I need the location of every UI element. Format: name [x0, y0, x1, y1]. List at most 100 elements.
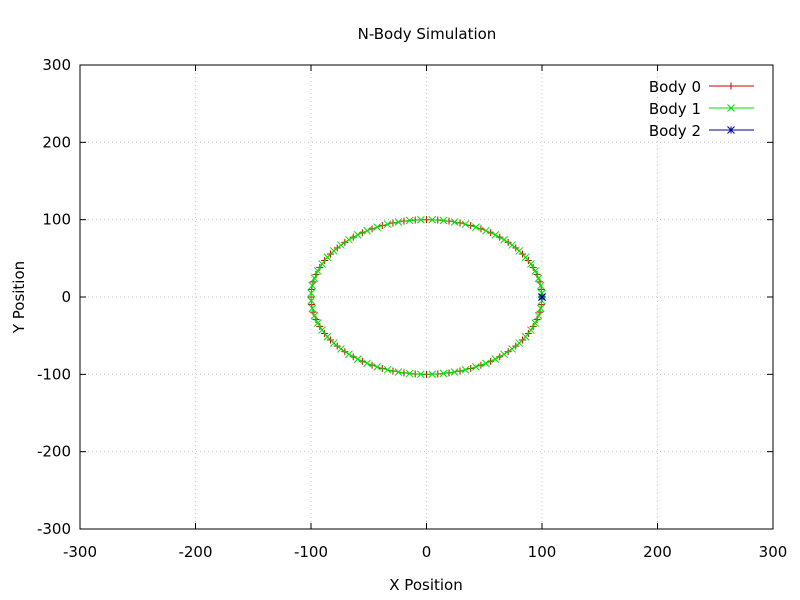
point-body-1 [536, 281, 545, 290]
point-body-1 [536, 304, 545, 313]
point-body-1 [472, 363, 480, 371]
point-body-1 [482, 359, 490, 368]
point-body-1 [308, 281, 317, 290]
point-body-2 [538, 293, 546, 301]
point-body-1 [383, 365, 392, 374]
point-body-1 [329, 247, 338, 255]
legend-marker-symbol-2 [727, 126, 735, 134]
point-body-1 [461, 220, 470, 229]
point-body-1 [383, 220, 392, 229]
point-body-1 [508, 241, 516, 249]
y-tick-label: -200 [37, 443, 71, 461]
point-body-1 [308, 304, 317, 313]
point-body-1 [329, 339, 338, 347]
point-body-1 [353, 355, 362, 363]
legend-item-body-2: Body 2 [649, 122, 754, 140]
point-body-1 [428, 215, 437, 224]
x-tick-labels: -300 -200 -100 0 100 200 300 [63, 543, 787, 561]
point-body-1 [515, 339, 524, 347]
point-body-1 [323, 253, 332, 262]
x-tick-label: 0 [422, 543, 432, 561]
point-body-1 [310, 311, 319, 320]
point-body-1 [310, 274, 319, 283]
point-body-1 [439, 216, 448, 225]
point-body-1 [527, 326, 535, 334]
y-tick-label: -100 [37, 365, 71, 383]
legend-label-body-2: Body 2 [649, 122, 701, 140]
point-body-1 [531, 267, 540, 275]
y-axis-label: Y Position [10, 261, 28, 334]
legend-label-body-1: Body 1 [649, 100, 701, 118]
point-body-1 [450, 368, 459, 376]
point-body-1 [373, 223, 381, 231]
point-body-1 [373, 363, 381, 371]
point-body-1 [394, 368, 403, 376]
point-body-1 [313, 267, 322, 275]
point-body-1 [538, 289, 546, 298]
point-body-1 [538, 296, 546, 305]
point-body-1 [439, 369, 448, 378]
y-tick-label: 200 [42, 133, 71, 151]
legend-item-body-1: Body 1 [649, 100, 754, 118]
point-body-1 [337, 345, 345, 353]
point-body-1 [323, 332, 332, 341]
point-body-1 [318, 260, 326, 268]
point-body-1 [363, 226, 371, 235]
y-tick-labels: -300 -200 -100 0 100 200 300 [37, 56, 71, 538]
x-tick-label: 300 [759, 543, 788, 561]
ticks-layer [79, 64, 774, 530]
point-body-1 [394, 218, 403, 226]
chart-title: N-Body Simulation [358, 25, 497, 43]
point-body-1 [508, 345, 516, 353]
point-body-1 [527, 260, 535, 268]
point-body-1 [345, 235, 353, 244]
point-body-1 [515, 247, 524, 255]
point-body-1 [500, 350, 508, 359]
legend-marker-body-1 [727, 104, 735, 112]
point-body-1 [345, 350, 353, 359]
point-body-1 [491, 355, 500, 363]
x-tick-label: 100 [528, 543, 557, 561]
point-body-1 [318, 326, 326, 334]
point-body-1 [353, 231, 362, 239]
point-body-1 [521, 332, 530, 341]
point-body-1 [534, 311, 543, 320]
y-tick-label: 100 [42, 211, 71, 229]
x-tick-label: 200 [643, 543, 672, 561]
legend-marker-symbol-1 [727, 104, 735, 112]
point-body-1 [405, 216, 414, 225]
y-tick-label: -300 [37, 520, 71, 538]
point-body-1 [531, 319, 540, 327]
legend: Body 0 Body 1 Body 2 [649, 78, 754, 140]
point-body-1 [307, 289, 315, 298]
x-tick-label: -200 [178, 543, 212, 561]
point-body-1 [491, 231, 500, 239]
x-tick-label: -300 [63, 543, 97, 561]
legend-marker-body-0 [727, 82, 735, 90]
y-tick-label: 0 [61, 288, 71, 306]
y-tick-label: 300 [42, 56, 71, 74]
point-body-1 [472, 223, 480, 231]
legend-item-body-0: Body 0 [649, 78, 754, 96]
x-tick-label: -100 [294, 543, 328, 561]
point-body-1 [450, 218, 459, 226]
point-body-1 [534, 274, 543, 283]
legend-marker-body-2 [727, 126, 735, 134]
point-body-1 [405, 369, 414, 378]
point-body-1 [482, 226, 490, 235]
point-body-1 [307, 296, 315, 305]
point-body-1 [521, 253, 530, 262]
x-axis-label: X Position [389, 576, 462, 594]
legend-marker-symbol-0 [727, 82, 735, 90]
point-body-1 [337, 241, 345, 249]
point-body-1 [363, 359, 371, 368]
point-body-1 [461, 365, 470, 374]
point-body-1 [428, 370, 436, 379]
legend-label-body-0: Body 0 [649, 78, 701, 96]
point-body-1 [500, 235, 508, 244]
point-body-1 [313, 319, 322, 327]
point-body-1 [416, 370, 425, 379]
series-layer [307, 215, 546, 379]
point-body-1 [417, 215, 425, 224]
